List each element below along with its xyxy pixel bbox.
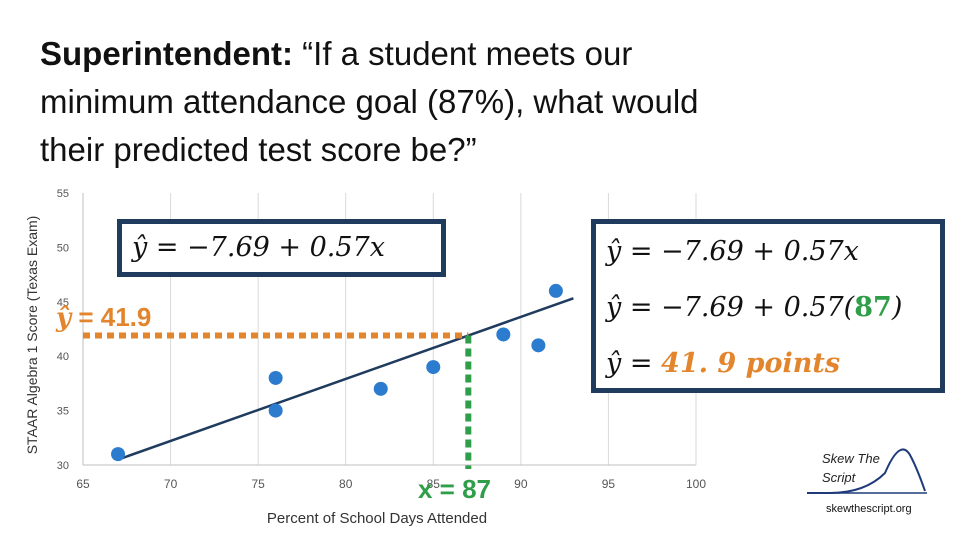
- logo-url: skewthescript.org: [826, 503, 912, 515]
- regression-line-layer: [117, 297, 574, 461]
- headline-text: Superintendent: “If a student meets our …: [40, 30, 760, 174]
- data-point: [268, 403, 283, 418]
- x-axis-label: Percent of School Days Attended: [267, 510, 487, 527]
- equation-line-1: ŷ = −7.69 + 0.57x: [606, 236, 859, 267]
- equation-line-3-prefix: ŷ =: [606, 348, 662, 379]
- prediction-guides: [83, 332, 472, 469]
- data-point: [268, 370, 283, 385]
- skew-the-script-logo: [807, 448, 927, 494]
- equation-lhs: ŷ: [132, 232, 148, 263]
- equation-line-3: ŷ = 41. 9 points: [606, 336, 940, 392]
- y-tick-label: 50: [57, 242, 69, 254]
- y-tick-label: 30: [57, 460, 69, 472]
- x-tick-label: 100: [686, 477, 706, 491]
- yhat-value: = 41.9: [71, 302, 152, 332]
- y-axis-label: STAAR Algebra 1 Score (Texas Exam): [24, 216, 40, 455]
- equation-rhs: = −7.69 + 0.57x: [147, 232, 385, 263]
- data-point: [496, 327, 511, 342]
- axes: [82, 193, 696, 466]
- speaker-label: Superintendent:: [40, 35, 293, 72]
- equation-line-2: ŷ = −7.69 + 0.57(87): [606, 280, 940, 336]
- tick-labels: 65 70 75 80 85 90 95 100 30 35 40 45 50 55: [57, 188, 707, 491]
- x-tick-label: 95: [602, 477, 616, 491]
- prediction-work-box: ŷ = −7.69 + 0.57x ŷ = −7.69 + 0.57(87) ŷ…: [591, 219, 945, 393]
- equation-line-2-prefix: ŷ = −7.69 + 0.57(: [606, 292, 855, 323]
- attendance-value: 87: [854, 292, 892, 323]
- data-point: [426, 360, 441, 375]
- x-tick-label: 80: [339, 477, 353, 491]
- x-tick-label: 65: [76, 477, 90, 491]
- data-point: [111, 447, 126, 462]
- regression-line: [117, 297, 574, 461]
- input-x-label: x = 87: [418, 474, 492, 504]
- x-tick-label: 75: [251, 477, 265, 491]
- predicted-score: 41. 9 points: [661, 348, 841, 379]
- yhat-symbol: ŷ: [56, 303, 72, 333]
- y-tick-label: 35: [57, 406, 69, 418]
- data-point: [548, 283, 563, 298]
- y-tick-label: 55: [57, 188, 69, 200]
- speaker-quote: “If a student meets our minimum attendan…: [40, 35, 699, 168]
- data-point: [373, 381, 388, 396]
- y-tick-label: 45: [57, 297, 69, 309]
- x-tick-label: 90: [514, 477, 528, 491]
- data-points: [111, 283, 563, 462]
- x-tick-label: 85: [427, 477, 441, 491]
- regression-equation-box: ŷ = −7.69 + 0.57x: [117, 219, 446, 277]
- predicted-y-label: ŷ = 41.9: [56, 302, 151, 333]
- y-tick-label: 40: [57, 351, 69, 363]
- equation-line-2-suffix: ): [891, 292, 903, 323]
- data-point: [531, 338, 546, 353]
- x-tick-label: 70: [164, 477, 178, 491]
- logo-name: Skew The Script: [822, 451, 880, 485]
